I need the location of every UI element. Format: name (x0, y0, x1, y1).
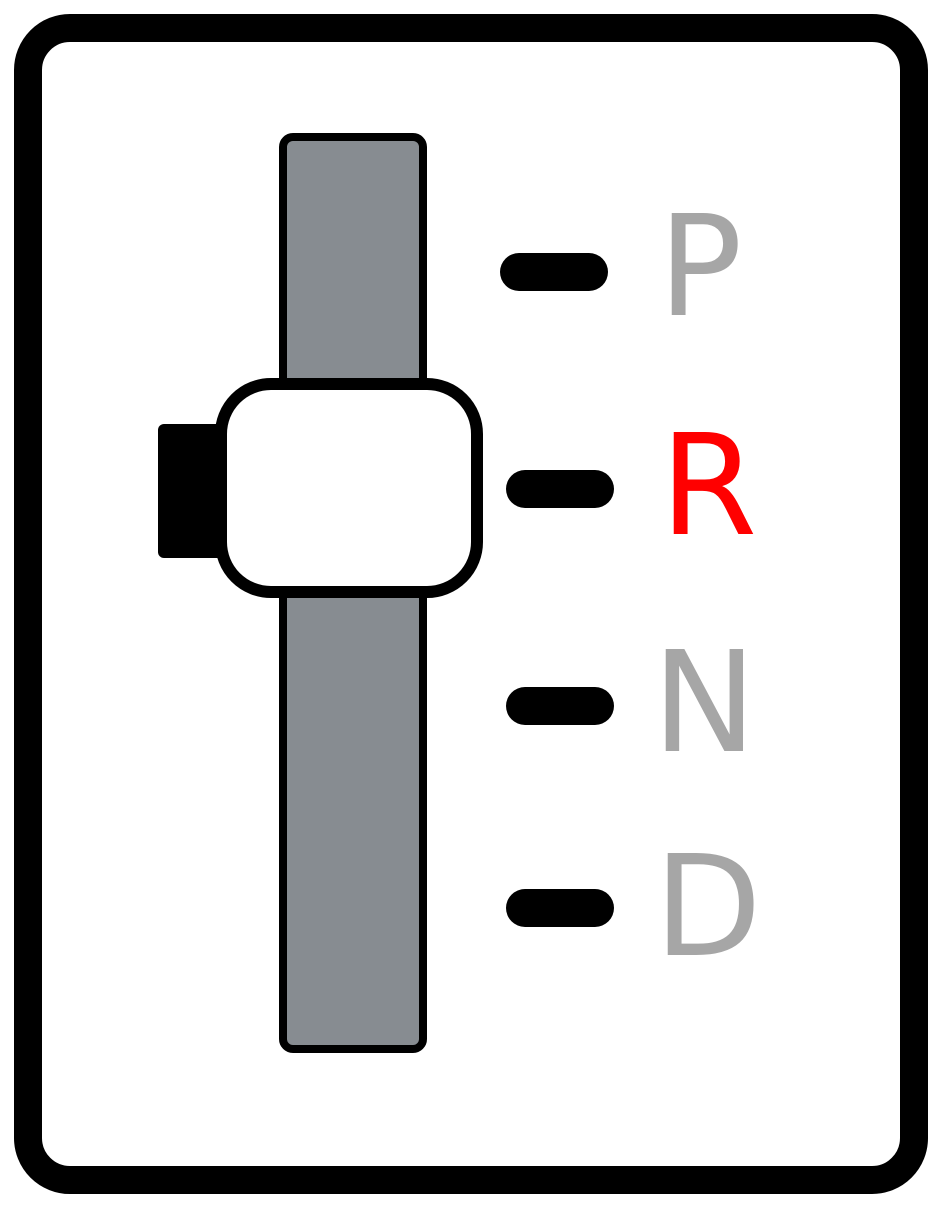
gear-tick-mark (500, 253, 608, 291)
gear-option-n[interactable]: N (500, 634, 760, 774)
gear-tick-mark (506, 687, 614, 725)
gear-option-d[interactable]: D (500, 838, 762, 978)
gear-tick-mark (506, 470, 614, 508)
gear-label-d: D (654, 826, 762, 989)
gear-label-r: R (660, 405, 758, 568)
gear-tick-mark (506, 889, 614, 927)
gear-option-p[interactable]: P (500, 198, 760, 338)
shift-handle[interactable] (215, 378, 483, 598)
gear-selector-panel (14, 14, 928, 1194)
gear-label-p: P (658, 186, 743, 349)
gear-option-r[interactable]: R (500, 417, 760, 557)
gear-label-n: N (652, 622, 757, 785)
